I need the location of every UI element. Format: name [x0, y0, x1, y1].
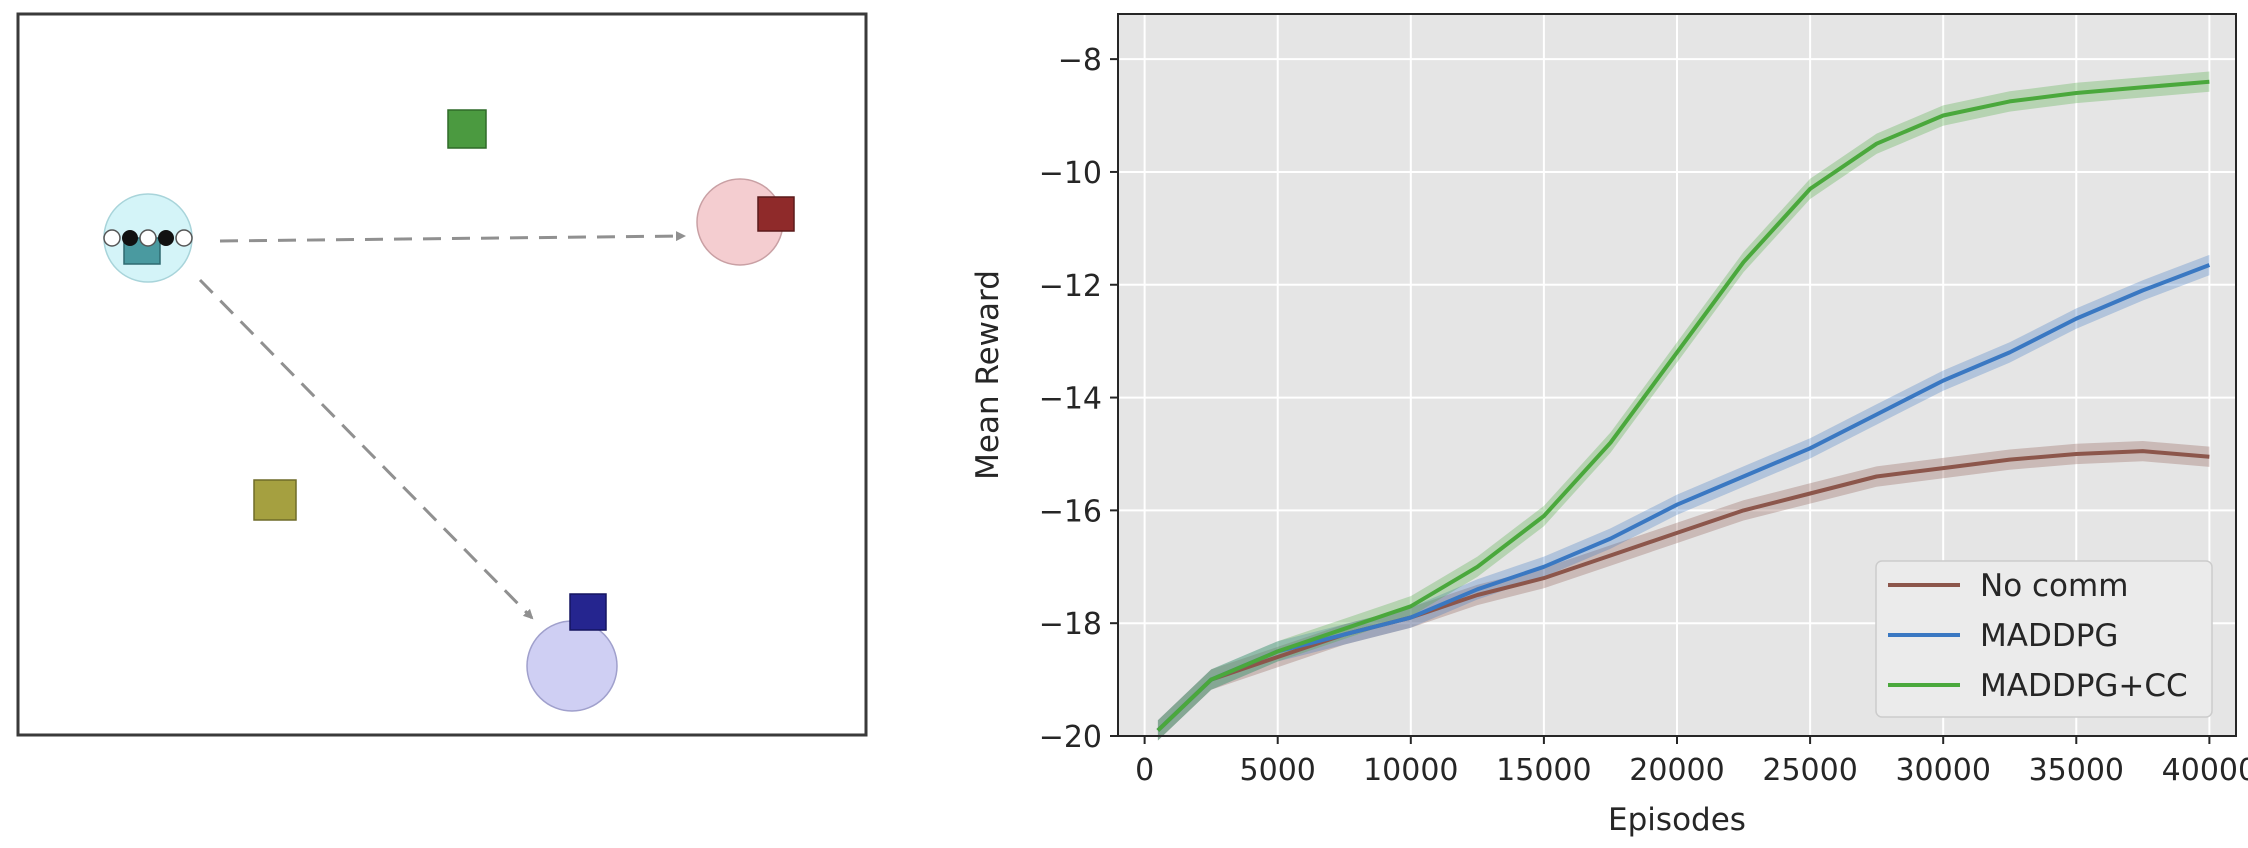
line-maddpg	[1156, 263, 2211, 732]
x-tick-label: 0	[1135, 753, 1154, 788]
y-tick-label: −10	[1039, 156, 1102, 191]
x-axis-label: Episodes	[1608, 802, 1746, 838]
x-tick-label: 35000	[2029, 753, 2124, 788]
band-maddpg	[1157, 254, 2210, 741]
scene-frame	[16, 12, 868, 737]
olive-landmark	[253, 479, 297, 521]
legend-label: No comm	[1980, 568, 2128, 604]
legend-label: MADDPG	[1980, 618, 2118, 654]
y-tick-label: −18	[1039, 607, 1102, 642]
x-tick-label: 25000	[1762, 753, 1857, 788]
arrow-to-red-listener	[219, 231, 686, 243]
line-maddpg-cc	[1156, 79, 2210, 732]
environment-scene	[16, 12, 868, 737]
legend-label: MADDPG+CC	[1980, 668, 2188, 704]
legend: No comm MADDPG MADDPG+CC	[1875, 560, 2213, 718]
y-tick-label: −16	[1039, 494, 1102, 529]
series-lines	[1156, 79, 2211, 732]
y-axis-ticks: −20 −18 −16 −14 −12 −10 −8	[1039, 43, 1118, 755]
x-tick-label: 40000	[2162, 753, 2248, 788]
x-tick-label: 10000	[1363, 753, 1458, 788]
green-landmark	[447, 109, 487, 149]
legend-box	[1875, 560, 2213, 718]
x-tick-label: 15000	[1496, 753, 1591, 788]
communication-dots	[103, 229, 193, 247]
y-tick-label: −12	[1039, 269, 1102, 304]
blue-landmark	[569, 593, 607, 631]
y-tick-label: −20	[1039, 720, 1102, 755]
arrow-to-blue-listener	[198, 278, 534, 620]
y-tick-label: −8	[1058, 43, 1102, 78]
y-axis-label: Mean Reward	[970, 270, 1006, 480]
x-axis-ticks: 0 5000 10000 15000 20000 25000 30000 35000 40000	[1135, 736, 2248, 788]
y-tick-label: −14	[1039, 382, 1102, 417]
x-tick-label: 30000	[1895, 753, 1990, 788]
x-tick-label: 5000	[1240, 753, 1316, 788]
x-tick-label: 20000	[1629, 753, 1724, 788]
red-landmark	[757, 196, 795, 232]
confidence-bands	[1157, 71, 2210, 741]
